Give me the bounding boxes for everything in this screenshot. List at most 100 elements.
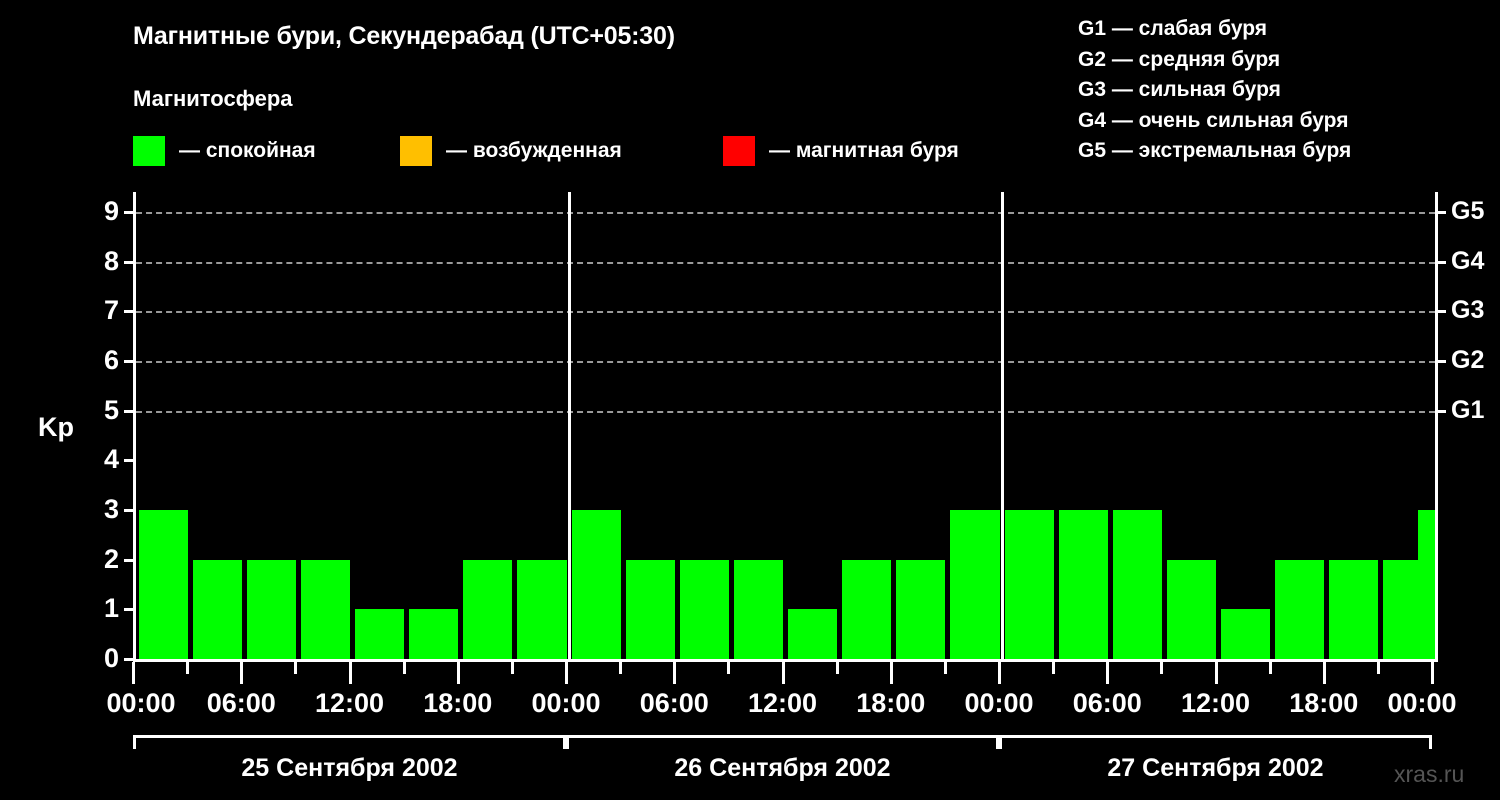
g-axis-tick-mark — [1435, 260, 1446, 264]
y-axis-tick-label: 1 — [103, 593, 119, 624]
day-bracket — [999, 735, 1432, 749]
bar — [517, 559, 567, 659]
y-axis-tick-label: 6 — [103, 344, 119, 375]
y-axis-tick-mark — [124, 260, 135, 264]
x-axis-tick-label: 18:00 — [423, 688, 493, 718]
gridline — [136, 211, 1435, 214]
legend-label-storm: — магнитная буря — [769, 139, 959, 162]
gridline — [136, 261, 1435, 264]
g-axis-tick-label: G5 — [1451, 196, 1485, 225]
y-axis-tick-label: 7 — [103, 295, 119, 326]
y-axis-tick-mark — [124, 658, 135, 661]
x-axis-tick-major — [673, 662, 677, 684]
bar — [1221, 609, 1271, 659]
y-axis-tick-mark — [124, 508, 135, 512]
day-bracket — [566, 735, 999, 749]
x-axis-tick-label: 06:00 — [206, 688, 276, 718]
x-axis-tick-minor — [1160, 662, 1164, 674]
bar — [896, 559, 946, 659]
g-axis-tick-mark — [1435, 409, 1446, 413]
bar — [842, 559, 892, 659]
bar — [571, 509, 621, 659]
watermark: xras.ru — [1394, 761, 1465, 787]
y-axis-tick-mark — [124, 310, 135, 314]
bar — [950, 509, 1000, 659]
x-axis-tick-minor — [727, 662, 731, 674]
day-bracket — [133, 735, 566, 749]
legend-entry-storm: — магнитная буря — [723, 136, 959, 166]
y-axis-tick-mark — [124, 409, 135, 413]
x-axis-tick-major — [1431, 662, 1434, 684]
x-axis-tick-minor — [402, 662, 406, 674]
x-axis-tick-minor — [835, 662, 839, 674]
bar — [300, 559, 350, 659]
legend-swatch-storm-icon — [723, 136, 755, 166]
x-axis-tick-major — [456, 662, 460, 684]
g-axis-tick-label: G4 — [1451, 246, 1485, 275]
g-scale-legend-row: G4 — очень сильная буря — [1078, 108, 1349, 132]
g-axis-tick-mark — [1435, 359, 1446, 363]
legend-swatch-quiet-icon — [133, 136, 165, 166]
bar — [138, 509, 188, 659]
x-axis-tick-major — [1322, 662, 1326, 684]
bar — [192, 559, 242, 659]
x-axis-tick-label: 12:00 — [314, 688, 385, 718]
legend-entry-quiet: — спокойная — [133, 136, 316, 166]
bar — [1112, 509, 1162, 659]
x-axis-tick-major — [132, 662, 135, 684]
y-axis-tick-mark — [124, 359, 135, 363]
page-title: Магнитные бури, Секундерабад (UTC+05:30) — [133, 22, 675, 50]
x-axis-tick-minor — [943, 662, 947, 674]
x-axis-tick-minor — [510, 662, 514, 674]
y-axis-tick-mark — [124, 459, 135, 463]
x-axis-tick-label: 00:00 — [106, 688, 176, 718]
x-axis-tick-label: 00:00 — [1387, 688, 1457, 718]
x-axis-tick-label: 18:00 — [1289, 688, 1359, 718]
x-axis-line — [133, 659, 1438, 662]
x-axis-tick-major — [889, 662, 893, 684]
x-axis-tick-label: 00:00 — [531, 688, 601, 718]
bar — [679, 559, 729, 659]
x-axis-tick-label: 12:00 — [1180, 688, 1251, 718]
magnetosphere-heading: Магнитосфера — [133, 86, 293, 111]
g-axis-tick-mark — [1435, 310, 1446, 314]
plot-area — [133, 192, 1438, 659]
y-axis-tick-mark — [124, 558, 135, 562]
g-scale-legend: G1 — слабая буря G2 — средняя буря G3 — … — [1078, 14, 1490, 167]
x-axis-tick-major — [240, 662, 244, 684]
x-axis-tick-label: 06:00 — [639, 688, 709, 718]
bar — [733, 559, 783, 659]
g-axis-tick-mark — [1435, 210, 1446, 214]
bar — [355, 609, 405, 659]
x-axis-tick-major — [1214, 662, 1218, 684]
x-axis-tick-major — [781, 662, 785, 684]
gridline — [136, 360, 1435, 363]
bar — [1166, 559, 1216, 659]
bar — [463, 559, 513, 659]
x-axis-tick-major — [1106, 662, 1110, 684]
gridline — [136, 311, 1435, 314]
x-axis-tick-minor — [619, 662, 623, 674]
legend-label-quiet: — спокойная — [179, 139, 316, 162]
bar — [788, 609, 838, 659]
gridline — [136, 410, 1435, 413]
y-axis-tick-label: 5 — [103, 394, 119, 425]
y-axis-tick-label: 0 — [103, 643, 119, 673]
x-axis-tick-label: 18:00 — [856, 688, 926, 718]
g-scale-legend-row: G2 — средняя буря — [1078, 47, 1281, 71]
legend-label-active: — возбужденная — [446, 139, 622, 162]
y-axis-tick-mark — [124, 608, 135, 612]
x-axis-tick-minor — [1268, 662, 1272, 674]
day-separator — [568, 192, 571, 659]
x-axis-tick-minor — [1376, 662, 1380, 674]
day-separator — [1001, 192, 1004, 659]
x-axis-tick-label: 12:00 — [747, 688, 818, 718]
g-scale-legend-row: G3 — сильная буря — [1078, 78, 1281, 101]
bar-partial — [1418, 509, 1435, 659]
y-axis-tick-mark — [124, 210, 135, 214]
bar — [1275, 559, 1325, 659]
bar — [409, 609, 459, 659]
y-axis-tick-label: 9 — [103, 195, 119, 226]
bar — [625, 559, 675, 659]
x-axis-tick-major — [565, 662, 568, 684]
